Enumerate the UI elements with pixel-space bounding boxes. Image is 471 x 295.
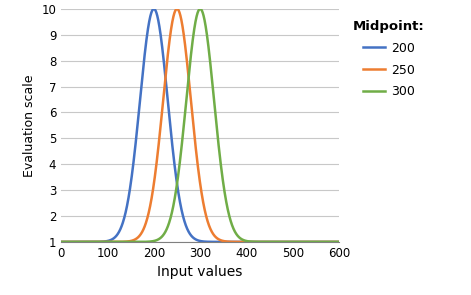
X-axis label: Input values: Input values	[157, 265, 243, 279]
Legend: 200, 250, 300: 200, 250, 300	[348, 15, 430, 103]
Y-axis label: Evaluation scale: Evaluation scale	[23, 74, 36, 177]
